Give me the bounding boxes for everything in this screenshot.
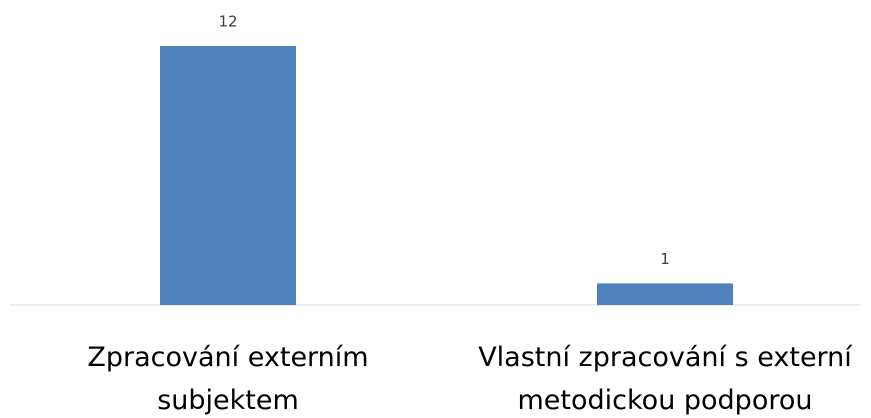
data-label: 1 [660, 250, 670, 268]
x-tick-label: Zpracování externím subjektem [87, 342, 369, 416]
bar [160, 46, 296, 305]
data-label: 12 [218, 13, 237, 31]
bar [597, 283, 733, 305]
x-tick-label: Vlastní zpracování s externí metodickou … [478, 342, 852, 416]
